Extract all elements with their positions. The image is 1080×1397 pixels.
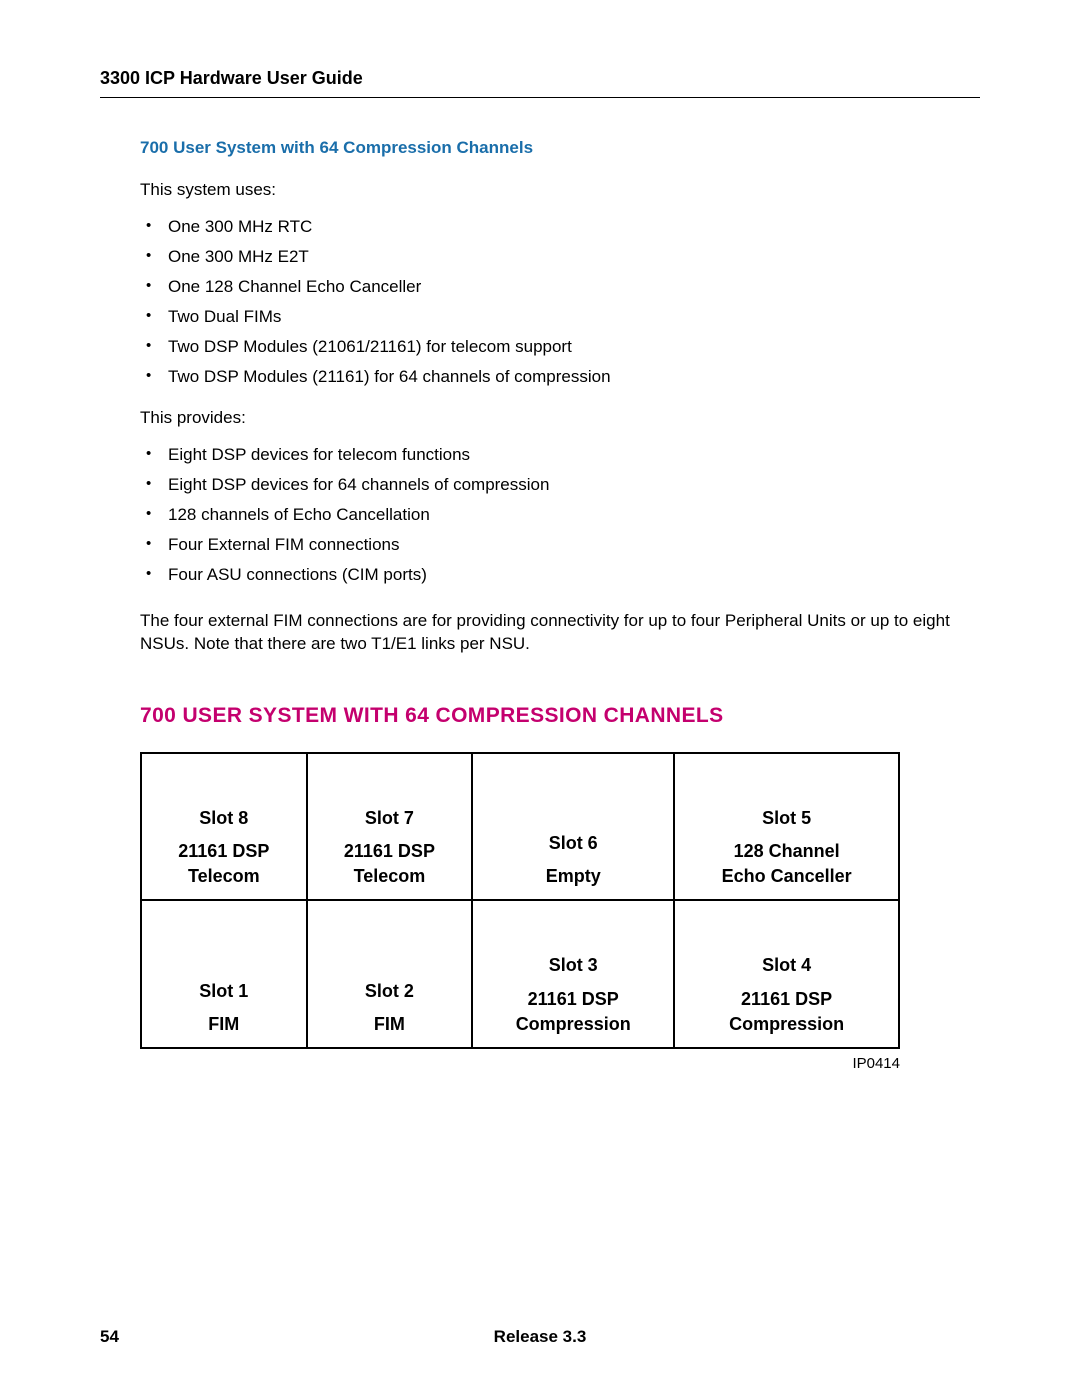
slot-cell: Slot 6 Empty [472, 753, 674, 901]
provides-list: Eight DSP devices for telecom functions … [168, 440, 980, 590]
list-item: Two DSP Modules (21061/21161) for teleco… [168, 332, 980, 362]
section-heading: 700 User System with 64 Compression Chan… [140, 138, 980, 158]
slot-line1: 21161 DSP [481, 987, 665, 1012]
slot-number: Slot 3 [481, 953, 665, 978]
slot-number: Slot 7 [316, 806, 464, 831]
slot-number: Slot 1 [150, 979, 298, 1004]
slot-line2: Compression [683, 1012, 890, 1037]
release-label: Release 3.3 [100, 1327, 980, 1347]
diagram-title: 700 USER SYSTEM WITH 64 COMPRESSION CHAN… [140, 704, 980, 728]
slot-cell: Slot 7 21161 DSP Telecom [307, 753, 473, 901]
slot-diagram: Slot 8 21161 DSP Telecom Slot 7 21161 DS… [140, 752, 900, 1049]
list-item: One 128 Channel Echo Canceller [168, 272, 980, 302]
slot-line1: FIM [316, 1012, 464, 1037]
slot-number: Slot 4 [683, 953, 890, 978]
slot-number: Slot 5 [683, 806, 890, 831]
diagram-id: IP0414 [140, 1055, 900, 1072]
slot-cell: Slot 3 21161 DSP Compression [472, 900, 674, 1048]
slot-line1: FIM [150, 1012, 298, 1037]
header-title: 3300 ICP Hardware User Guide [100, 68, 980, 98]
slot-cell: Slot 2 FIM [307, 900, 473, 1048]
slot-line2: Telecom [316, 864, 464, 889]
slot-number: Slot 6 [481, 831, 665, 856]
paragraph-text: The four external FIM connections are fo… [140, 610, 980, 656]
slot-line1: Empty [481, 864, 665, 889]
uses-intro: This system uses: [140, 180, 980, 200]
table-row: Slot 8 21161 DSP Telecom Slot 7 21161 DS… [141, 753, 899, 901]
slot-line1: 21161 DSP [150, 839, 298, 864]
slot-line1: 21161 DSP [683, 987, 890, 1012]
slot-line2: Telecom [150, 864, 298, 889]
slot-line1: 128 Channel [683, 839, 890, 864]
slot-line2: Echo Canceller [683, 864, 890, 889]
list-item: Two Dual FIMs [168, 302, 980, 332]
page-number: 54 [100, 1327, 119, 1347]
list-item: Eight DSP devices for 64 channels of com… [168, 470, 980, 500]
slot-number: Slot 8 [150, 806, 298, 831]
list-item: Eight DSP devices for telecom functions [168, 440, 980, 470]
slot-line2: Compression [481, 1012, 665, 1037]
uses-list: One 300 MHz RTC One 300 MHz E2T One 128 … [168, 212, 980, 392]
slot-line1: 21161 DSP [316, 839, 464, 864]
list-item: Four ASU connections (CIM ports) [168, 560, 980, 590]
footer: 54 Release 3.3 [100, 1327, 980, 1347]
list-item: Two DSP Modules (21161) for 64 channels … [168, 362, 980, 392]
provides-intro: This provides: [140, 408, 980, 428]
list-item: One 300 MHz RTC [168, 212, 980, 242]
table-row: Slot 1 FIM Slot 2 FIM Slot 3 21161 DSP C… [141, 900, 899, 1048]
page: 3300 ICP Hardware User Guide 700 User Sy… [0, 0, 1080, 1397]
list-item: One 300 MHz E2T [168, 242, 980, 272]
slot-cell: Slot 5 128 Channel Echo Canceller [674, 753, 899, 901]
slot-cell: Slot 4 21161 DSP Compression [674, 900, 899, 1048]
content-section: 700 User System with 64 Compression Chan… [140, 138, 980, 1072]
slot-number: Slot 2 [316, 979, 464, 1004]
slot-cell: Slot 1 FIM [141, 900, 307, 1048]
slot-cell: Slot 8 21161 DSP Telecom [141, 753, 307, 901]
list-item: 128 channels of Echo Cancellation [168, 500, 980, 530]
list-item: Four External FIM connections [168, 530, 980, 560]
